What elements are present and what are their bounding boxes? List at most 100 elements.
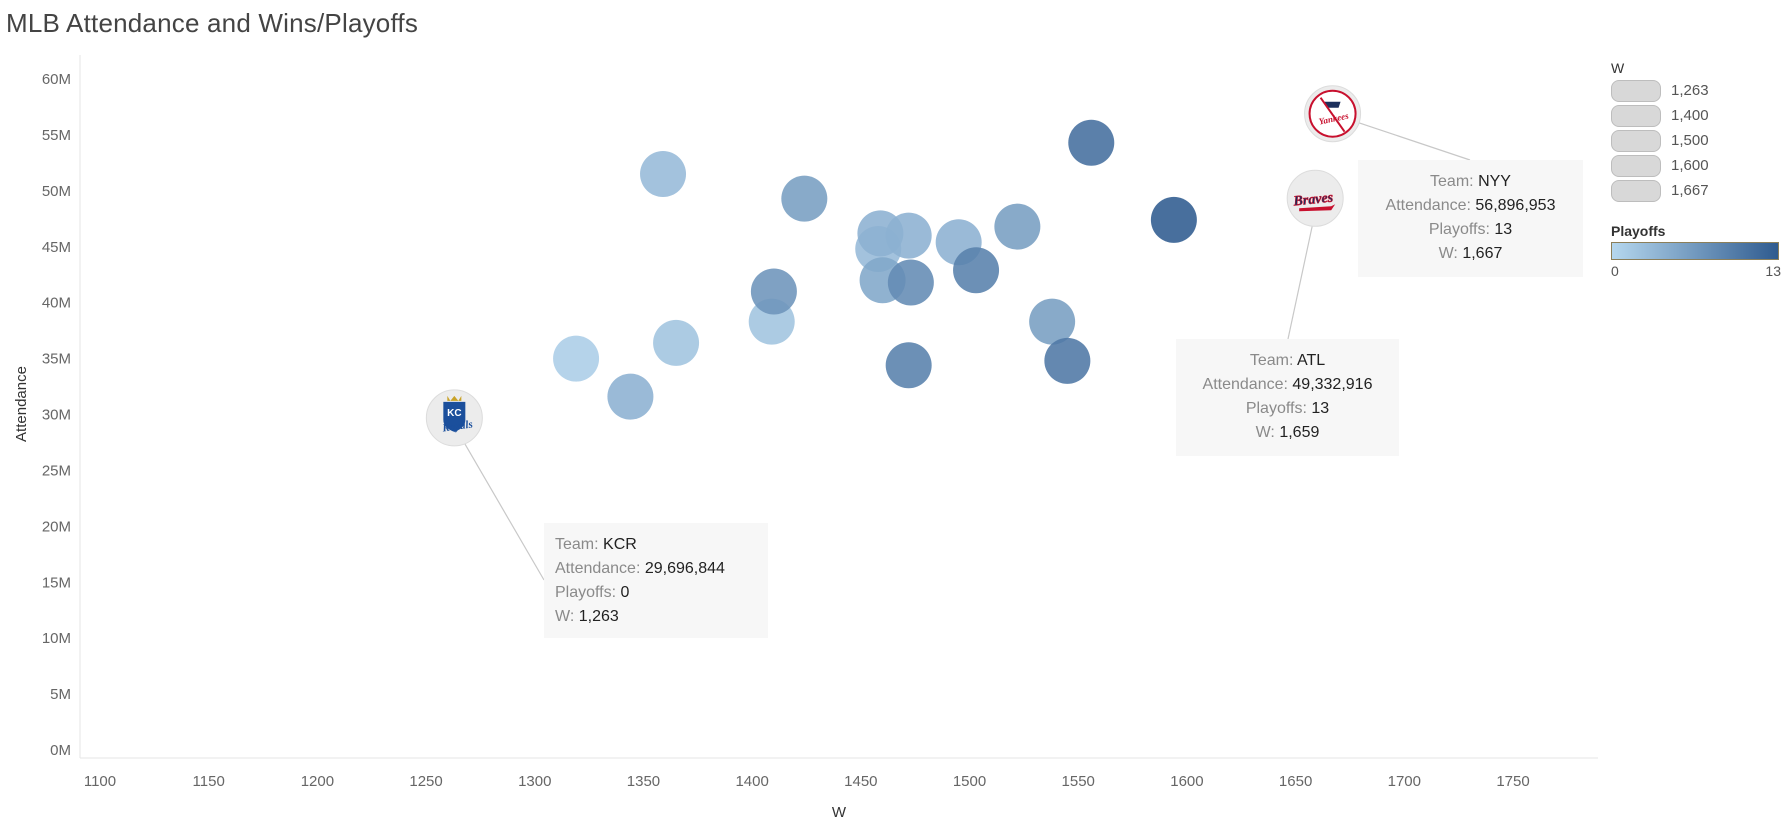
size-swatch: [1611, 179, 1661, 202]
y-tick-label: 45M: [42, 239, 71, 256]
data-point: [750, 268, 797, 315]
data-point: [553, 335, 600, 382]
tooltip-value: 29,696,844: [644, 560, 725, 577]
leader-line-nyy: [1358, 122, 1471, 161]
tooltip-w-row: W: 1,659: [1187, 421, 1388, 445]
x-tick-label: 1700: [1388, 773, 1421, 790]
tooltip-key: Playoffs:: [555, 584, 617, 601]
size-swatch: [1611, 129, 1661, 152]
y-tick-label: 10M: [42, 630, 71, 647]
size-swatch: [1611, 154, 1661, 177]
data-point: [640, 151, 687, 198]
tooltip-value: 1,667: [1462, 245, 1503, 262]
y-tick-label: 25M: [42, 462, 71, 479]
size-legend-item[interactable]: 1,600: [1611, 153, 1709, 178]
size-legend-title: W: [1611, 60, 1625, 76]
x-tick-label: 1300: [518, 773, 551, 790]
size-swatch: [1611, 104, 1661, 127]
y-tick-label: 5M: [50, 686, 71, 703]
tooltip-key: Team:: [1430, 173, 1474, 190]
braves-logo: Braves: [1286, 169, 1344, 227]
tooltip-team-row: Team: ATL: [1187, 349, 1388, 373]
tooltip-key: Playoffs:: [1428, 221, 1490, 238]
x-tick-label: 1350: [627, 773, 660, 790]
tooltip-key: Attendance:: [1202, 376, 1288, 393]
data-point: [1068, 119, 1115, 166]
tooltip-value: 0: [620, 584, 630, 601]
x-tick-label: 1450: [844, 773, 877, 790]
data-point: [953, 247, 1000, 294]
size-legend-label: 1,400: [1671, 107, 1709, 124]
tooltip-attendance-row: Attendance: 56,896,953: [1369, 194, 1572, 218]
size-legend-item[interactable]: 1,263: [1611, 78, 1709, 103]
y-tick-label: 50M: [42, 183, 71, 200]
tooltip-value: 1,659: [1279, 424, 1320, 441]
x-tick-label: 1550: [1062, 773, 1095, 790]
data-point: [781, 175, 828, 222]
y-tick-label: 60M: [42, 71, 71, 88]
tooltip-team-row: Team: NYY: [1369, 170, 1572, 194]
data-point: [1150, 196, 1197, 243]
top-hat-icon: [1324, 101, 1341, 108]
tooltip-kcr: Team: KCR Attendance: 29,696,844 Playoff…: [544, 523, 768, 638]
tooltip-w-row: W: 1,667: [1369, 242, 1572, 266]
data-point: [887, 259, 934, 306]
data-point: [1044, 337, 1091, 384]
crown-shield-icon: [443, 401, 466, 432]
data-point: [885, 212, 932, 259]
x-tick-label: 1100: [84, 773, 116, 790]
tooltip-key: Team:: [555, 536, 599, 553]
tooltip-w-row: W: 1,263: [555, 605, 757, 629]
y-tick-label: 30M: [42, 407, 71, 424]
data-point: [607, 373, 654, 420]
tooltip-value: 56,896,953: [1475, 197, 1556, 214]
y-tick-label: 40M: [42, 295, 71, 312]
color-legend: Playoffs 0 13: [1611, 223, 1781, 279]
size-legend-item[interactable]: 1,400: [1611, 103, 1709, 128]
tooltip-attendance-row: Attendance: 29,696,844: [555, 557, 757, 581]
crown-icon: [447, 395, 462, 401]
size-legend-item[interactable]: 1,500: [1611, 128, 1709, 153]
leader-line-kcr: [463, 442, 545, 581]
x-tick-label: 1600: [1170, 773, 1203, 790]
size-legend-label: 1,500: [1671, 132, 1709, 149]
tooltip-nyy: Team: NYY Attendance: 56,896,953 Playoff…: [1358, 160, 1583, 277]
data-point: [653, 319, 700, 366]
tooltip-playoffs-row: Playoffs: 0: [555, 581, 757, 605]
tooltip-attendance-row: Attendance: 49,332,916: [1187, 373, 1388, 397]
size-legend-label: 1,263: [1671, 82, 1709, 99]
size-legend-label: 1,600: [1671, 157, 1709, 174]
tooltip-key: Attendance:: [555, 560, 641, 577]
tooltip-value: NYY: [1478, 173, 1511, 190]
size-legend-item[interactable]: 1,667: [1611, 178, 1709, 203]
y-tick-label: 55M: [42, 127, 71, 144]
tooltip-atl: Team: ATL Attendance: 49,332,916 Playoff…: [1176, 339, 1399, 456]
bat-icon: [1319, 97, 1346, 133]
logo-badge: [1286, 169, 1344, 227]
tooltip-value: ATL: [1296, 352, 1326, 369]
leader-line-atl: [1287, 226, 1313, 340]
y-tick-label: 20M: [42, 518, 71, 535]
x-tick-label: 1400: [735, 773, 768, 790]
yankees-logo: Yankees: [1304, 85, 1362, 143]
tooltip-team-row: Team: KCR: [555, 533, 757, 557]
tooltip-key: Attendance:: [1385, 197, 1471, 214]
y-tick-label: 15M: [42, 574, 71, 591]
tooltip-value: 1,263: [578, 608, 619, 625]
tooltip-value: 13: [1311, 400, 1330, 417]
tooltip-key: Team:: [1249, 352, 1294, 369]
size-swatch: [1611, 79, 1661, 102]
x-tick-label: 1250: [409, 773, 442, 790]
color-legend-title: Playoffs: [1611, 223, 1666, 239]
color-legend-labels: 0 13: [1611, 263, 1781, 279]
tooltip-playoffs-row: Playoffs: 13: [1187, 397, 1388, 421]
y-axis-title: Attendance: [13, 366, 30, 442]
royals-mark: KC: [447, 408, 461, 419]
tooltip-key: Playoffs:: [1245, 400, 1307, 417]
tomahawk-icon: [1299, 204, 1336, 212]
color-legend-gradient[interactable]: [1611, 242, 1779, 260]
x-axis-title: W: [832, 804, 847, 821]
tooltip-value: KCR: [603, 536, 637, 553]
y-tick-label: 0M: [50, 742, 71, 759]
